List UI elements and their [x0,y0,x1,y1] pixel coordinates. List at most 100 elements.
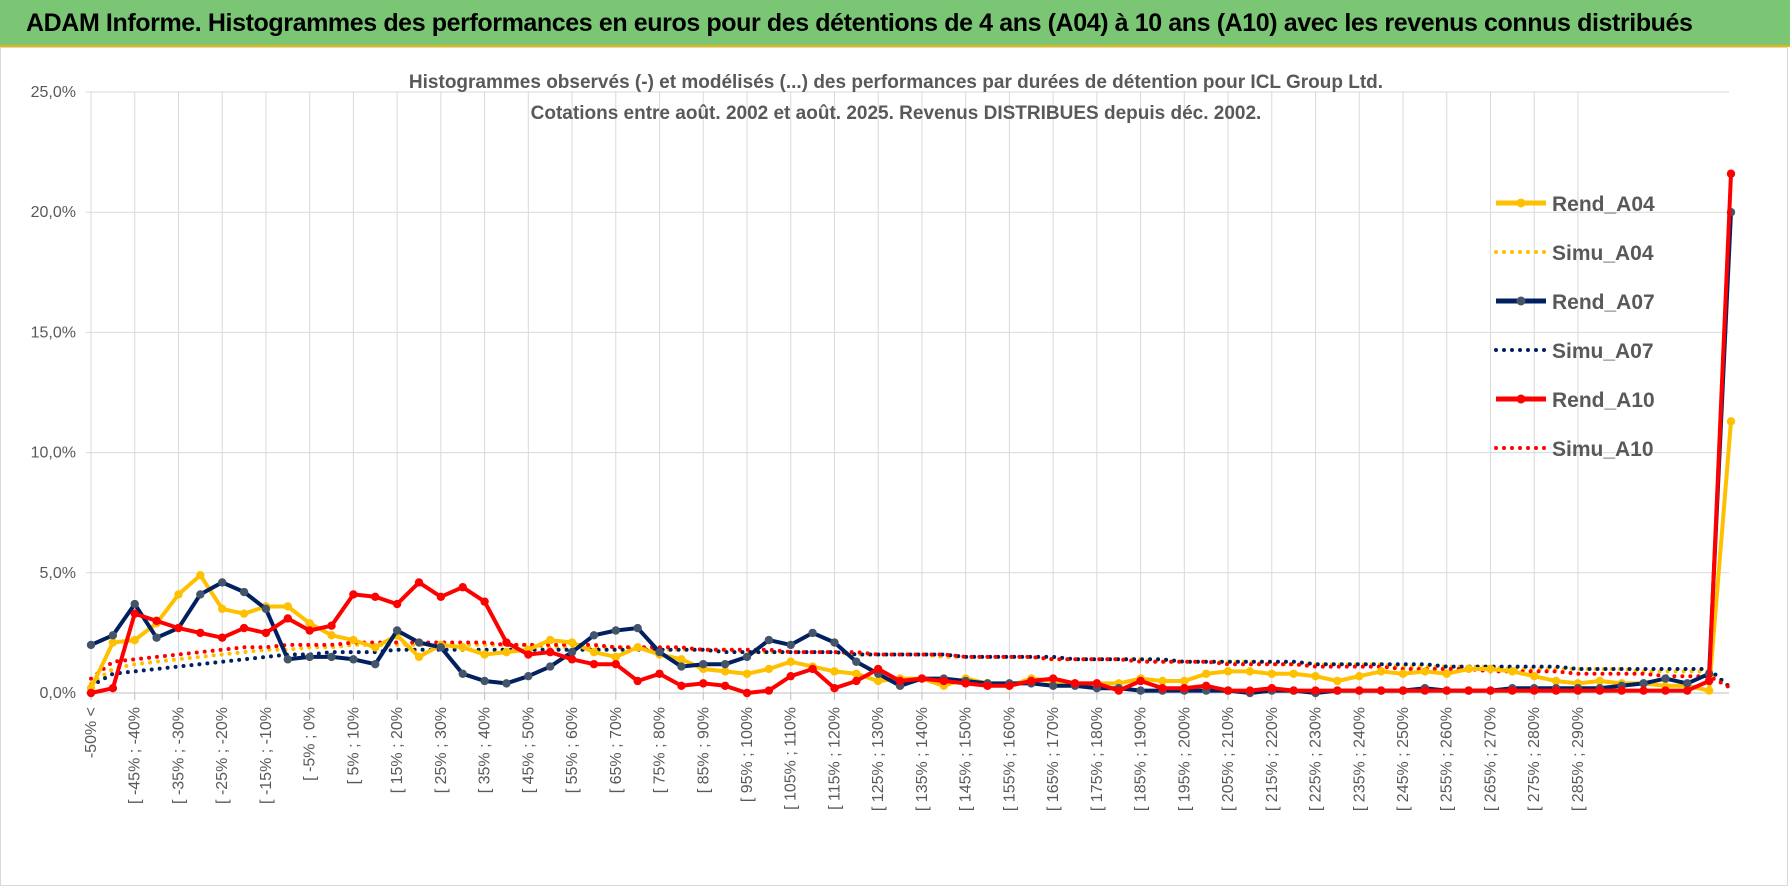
data-point [327,621,336,630]
data-point [349,635,358,645]
data-point [1420,667,1430,676]
data-point [1530,671,1539,681]
x-tick-label: [ -25% ; -20% [214,707,231,804]
data-point [86,640,96,650]
x-tick-label: [ 165% ; 170% [1045,707,1062,811]
series-line [90,173,1733,695]
data-point [130,599,139,609]
x-tick-label: [ 195% ; 200% [1176,707,1193,811]
x-tick-label: [ 75% ; 80% [652,707,669,793]
x-tick-label: [ -35% ; -30% [170,707,187,804]
data-point [1180,676,1189,686]
data-point [196,590,205,599]
data-point [108,638,118,647]
data-point [655,669,664,678]
data-point [1114,686,1123,695]
x-tick-label: [ 35% ; 40% [477,707,494,793]
data-point [218,604,227,614]
data-point [961,679,970,688]
data-point [546,647,555,657]
data-point [1180,683,1189,693]
data-point [283,602,292,611]
legend: Rend_A04 Simu_A04 Rend_A07 Simu_A07 Rend_A10… [1494,193,1655,461]
data-point [152,616,161,626]
x-tick-label: [ 55% ; 60% [564,707,581,793]
data-point [939,676,948,686]
x-tick-label: [ 185% ; 190% [1133,707,1150,811]
x-tick-label: [ 265% ; 270% [1482,707,1499,811]
data-point [1420,686,1430,695]
y-tick-label: 5,0% [40,565,76,582]
data-point [458,583,467,592]
page-title: ADAM Informe. Histogrammes des performan… [26,9,1693,37]
data-point [1333,676,1342,686]
data-point [786,657,795,666]
data-point [567,638,577,647]
data-point [130,609,139,618]
data-point [1398,669,1408,678]
x-tick-label: [ 225% ; 230% [1308,707,1325,811]
data-point [633,643,642,652]
data-point [764,664,774,674]
data-point [1639,686,1648,695]
data-point [174,623,183,633]
x-tick-label: [ 275% ; 280% [1526,707,1543,811]
legend-item: Rend_A10 [1496,389,1655,412]
data-point [1639,679,1648,688]
data-point [1704,686,1714,695]
data-point [414,652,424,662]
data-point [830,638,839,647]
data-point [808,628,817,638]
gridlines [86,91,1729,694]
data-point [1551,676,1561,686]
data-point [852,676,861,686]
data-point [86,688,96,698]
x-tick-label: [ 15% ; 20% [389,707,406,793]
data-point [895,676,905,686]
data-point [1223,667,1233,676]
data-point [1355,686,1364,695]
data-point [392,599,402,609]
data-point [1683,679,1692,688]
data-point [349,590,358,599]
data-point [239,609,249,618]
chart: Histogrammes observés (-) et modélisés (… [31,72,1736,811]
data-point [458,643,467,652]
chart-frame: Histogrammes observés (-) et modélisés (… [0,47,1788,886]
x-tick-label: [ 145% ; 150% [958,707,975,811]
data-point [1464,686,1473,695]
data-point [480,676,489,686]
data-point [108,683,118,693]
data-point [983,681,992,690]
legend-label: Simu_A10 [1552,438,1654,461]
x-tick-label: [ -45% ; -40% [127,707,144,804]
data-point [589,631,599,640]
data-point [414,638,424,647]
series-rend-a10 [86,169,1736,698]
data-point [611,659,620,669]
x-tick-label: [ 25% ; 30% [433,707,450,793]
header-bar: ADAM Informe. Histogrammes des performan… [0,0,1790,47]
x-tick-label: [ -5% ; 0% [302,707,319,781]
data-point [1333,686,1342,695]
data-point [589,659,599,669]
data-point [1442,686,1451,695]
x-axis: -50% < [ -45% ; -40% [ -35% ; -30% [ -25% ;… [83,692,1729,811]
legend-label: Rend_A07 [1552,291,1655,314]
data-point [1267,669,1277,678]
data-point [655,647,664,657]
legend-label: Simu_A07 [1552,340,1654,363]
data-point [1726,417,1736,426]
data-point [327,652,336,662]
data-point [480,650,489,659]
data-point [589,647,599,657]
data-point [1245,667,1255,676]
data-point [742,652,752,662]
data-point [808,664,817,674]
data-point [852,669,861,678]
data-point [502,679,511,688]
data-point [830,683,839,693]
legend-marker [1516,198,1526,208]
data-point [786,671,795,681]
data-point [677,662,686,671]
